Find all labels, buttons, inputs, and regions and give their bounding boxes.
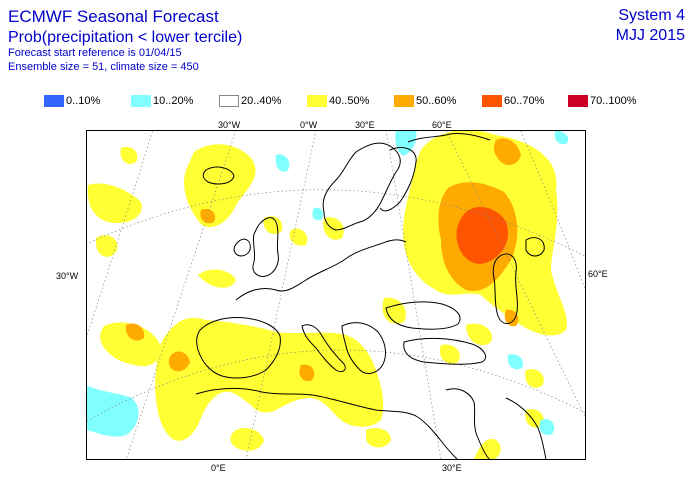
prob-40-50-regions [87, 130, 568, 460]
legend-swatch [131, 95, 151, 107]
ensemble-info: Ensemble size = 51, climate size = 450 [8, 61, 199, 73]
prob-60-70-regions [456, 207, 508, 264]
tick-label-left: 30°W [56, 271, 79, 281]
legend-swatch [394, 95, 414, 107]
legend-label: 10..20% [153, 95, 194, 107]
coastlines [195, 133, 547, 460]
legend-label: 0..10% [66, 95, 101, 107]
legend-label: 40..50% [329, 95, 370, 107]
map-title: ECMWF Seasonal Forecast [8, 7, 219, 26]
legend-swatch [44, 95, 64, 107]
forecast-reference: Forecast start reference is 01/04/15 [8, 47, 182, 59]
legend-label: 70..100% [590, 95, 637, 107]
legend-swatch [482, 95, 502, 107]
legend-label: 50..60% [416, 95, 457, 107]
tick-label-top: 30°E [355, 120, 375, 130]
legend-label: 20..40% [241, 95, 282, 107]
tick-label-top: 0°W [300, 120, 318, 130]
legend-swatch [307, 95, 327, 107]
map-frame [86, 130, 586, 460]
tick-label-top: 60°E [432, 120, 452, 130]
system-label: System 4 [618, 7, 685, 24]
prob-10-20-regions [86, 130, 569, 437]
legend-swatch [219, 95, 239, 107]
graticule [86, 130, 586, 460]
tick-label-right: 60°E [588, 269, 608, 279]
period-label: MJJ 2015 [615, 27, 685, 44]
tick-label-bottom: 0°E [211, 463, 226, 473]
legend-label: 60..70% [504, 95, 545, 107]
forecast-map [86, 130, 586, 460]
tick-label-top: 30°W [218, 120, 241, 130]
legend-swatch [568, 95, 588, 107]
map-subtitle: Prob(precipitation < lower tercile) [8, 29, 243, 46]
tick-label-bottom: 30°E [442, 463, 462, 473]
